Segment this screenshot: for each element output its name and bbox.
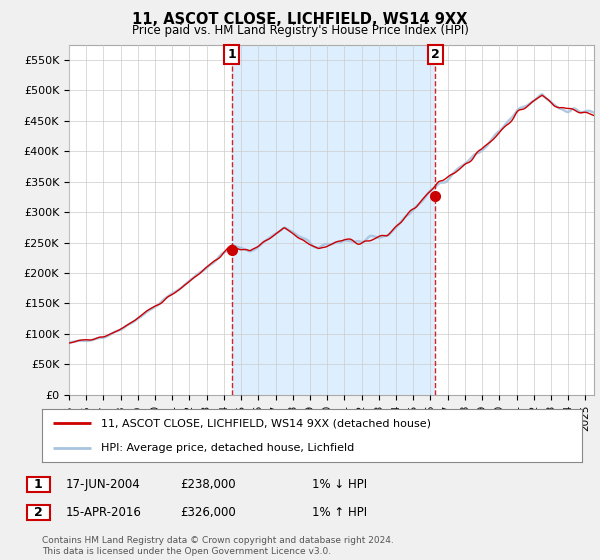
Text: 1% ↑ HPI: 1% ↑ HPI <box>312 506 367 519</box>
Text: 1: 1 <box>34 478 43 491</box>
Bar <box>232 45 436 395</box>
Text: 1% ↓ HPI: 1% ↓ HPI <box>312 478 367 491</box>
Text: 2: 2 <box>34 506 43 519</box>
Text: £326,000: £326,000 <box>180 506 236 519</box>
Text: 15-APR-2016: 15-APR-2016 <box>66 506 142 519</box>
Text: 17-JUN-2004: 17-JUN-2004 <box>66 478 141 491</box>
Text: 11, ASCOT CLOSE, LICHFIELD, WS14 9XX: 11, ASCOT CLOSE, LICHFIELD, WS14 9XX <box>133 12 467 27</box>
Text: £238,000: £238,000 <box>180 478 236 491</box>
Text: 2: 2 <box>431 48 440 61</box>
Text: Contains HM Land Registry data © Crown copyright and database right 2024.
This d: Contains HM Land Registry data © Crown c… <box>42 536 394 556</box>
Text: 1: 1 <box>227 48 236 61</box>
Text: Price paid vs. HM Land Registry's House Price Index (HPI): Price paid vs. HM Land Registry's House … <box>131 24 469 36</box>
Text: 11, ASCOT CLOSE, LICHFIELD, WS14 9XX (detached house): 11, ASCOT CLOSE, LICHFIELD, WS14 9XX (de… <box>101 418 431 428</box>
Text: HPI: Average price, detached house, Lichfield: HPI: Average price, detached house, Lich… <box>101 442 355 452</box>
